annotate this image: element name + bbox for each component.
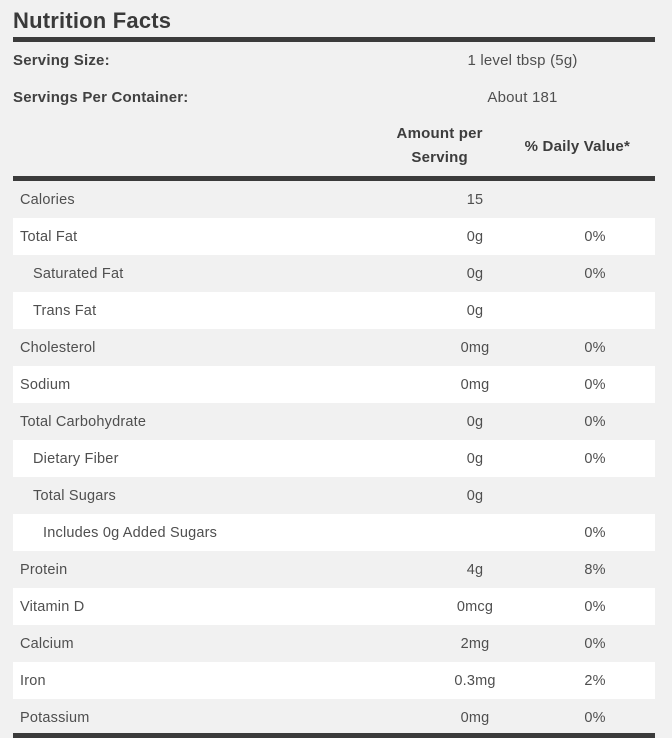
nutrient-label: Sodium	[20, 376, 71, 393]
column-headers: Amount per Serving % Daily Value*	[13, 116, 655, 176]
serving-size-value: 1 level tbsp (5g)	[467, 52, 578, 69]
panel-header: Nutrition Facts	[13, 0, 655, 37]
nutrient-label: Iron	[20, 672, 46, 689]
serving-size-row: Serving Size: 1 level tbsp (5g)	[13, 42, 655, 79]
amount-per-serving-header: Amount per Serving	[355, 122, 525, 170]
nutrient-amount: 2mg	[460, 635, 490, 652]
nutrient-amount: 4g	[466, 561, 484, 578]
nutrient-label: Total Sugars	[33, 487, 116, 504]
nutrient-daily-value: 0%	[584, 228, 606, 245]
nutrient-amount: 0g	[466, 228, 484, 245]
nutrient-label: Total Fat	[20, 228, 78, 245]
nutrient-row: Iron 0.3mg 2%	[13, 662, 655, 699]
servings-per-container-row: Servings Per Container: About 181	[13, 79, 655, 116]
panel-title: Nutrition Facts	[13, 8, 172, 33]
nutrient-row: Cholesterol 0mg 0%	[13, 329, 655, 366]
nutrient-label: Calcium	[20, 635, 74, 652]
nutrient-daily-value: 8%	[584, 561, 606, 578]
bottom-divider	[13, 733, 655, 738]
nutrient-row: Vitamin D 0mcg 0%	[13, 588, 655, 625]
nutrient-label: Trans Fat	[33, 302, 97, 319]
title-divider	[13, 37, 655, 42]
nutrient-label: Cholesterol	[20, 339, 96, 356]
nutrient-row: Saturated Fat 0g 0%	[13, 255, 655, 292]
nutrient-amount: 0mg	[460, 376, 490, 393]
nutrient-daily-value: 0%	[584, 339, 606, 356]
servings-per-container-value: About 181	[487, 89, 558, 106]
nutrient-label: Potassium	[20, 709, 90, 726]
nutrient-daily-value: 0%	[584, 635, 606, 652]
header-divider	[13, 176, 655, 181]
nutrient-amount: 15	[466, 191, 484, 208]
nutrient-row: Dietary Fiber 0g 0%	[13, 440, 655, 477]
nutrient-label: Vitamin D	[20, 598, 85, 615]
amount-header-line2: Serving	[411, 149, 468, 166]
nutrient-amount: 0.3mg	[454, 672, 496, 689]
nutrient-daily-value: 0%	[584, 413, 606, 430]
nutrient-amount: 0g	[466, 450, 484, 467]
nutrient-amount: 0g	[466, 265, 484, 282]
nutrient-amount: 0g	[466, 487, 484, 504]
nutrient-label: Dietary Fiber	[33, 450, 119, 467]
nutrient-amount: 0g	[466, 413, 484, 430]
nutrient-amount: 0mg	[460, 339, 490, 356]
nutrient-daily-value: 0%	[584, 450, 606, 467]
nutrient-row: Sodium 0mg 0%	[13, 366, 655, 403]
nutrient-row: Protein 4g 8%	[13, 551, 655, 588]
nutrient-amount: 0g	[466, 302, 484, 319]
nutrient-daily-value: 0%	[584, 524, 606, 541]
nutrient-daily-value: 0%	[584, 376, 606, 393]
nutrient-daily-value: 0%	[584, 598, 606, 615]
nutrient-row: Includes 0g Added Sugars 0%	[13, 514, 655, 551]
nutrient-daily-value: 0%	[584, 709, 606, 726]
nutrient-row: Potassium 0mg 0%	[13, 699, 655, 736]
nutrient-row: Calcium 2mg 0%	[13, 625, 655, 662]
nutrient-amount: 0mg	[460, 709, 490, 726]
nutrient-label: Calories	[20, 191, 75, 208]
daily-value-header: % Daily Value*	[524, 137, 630, 155]
nutrient-daily-value: 2%	[584, 672, 606, 689]
nutrient-label: Includes 0g Added Sugars	[43, 524, 218, 541]
nutrient-row: Total Sugars 0g	[13, 477, 655, 514]
nutrient-row: Total Carbohydrate 0g 0%	[13, 403, 655, 440]
nutrient-table: Calories 15 Total Fat 0g 0% Saturated Fa…	[13, 181, 655, 736]
serving-size-label: Serving Size:	[13, 52, 110, 69]
nutrient-row: Calories 15	[13, 181, 655, 218]
nutrient-row: Trans Fat 0g	[13, 292, 655, 329]
amount-header-line1: Amount per	[396, 125, 483, 142]
nutrient-daily-value: 0%	[584, 265, 606, 282]
nutrient-row: Total Fat 0g 0%	[13, 218, 655, 255]
servings-per-container-label: Servings Per Container:	[13, 89, 189, 106]
nutrient-label: Total Carbohydrate	[20, 413, 147, 430]
nutrient-amount: 0mcg	[456, 598, 494, 615]
nutrient-label: Protein	[20, 561, 68, 578]
nutrient-label: Saturated Fat	[33, 265, 124, 282]
